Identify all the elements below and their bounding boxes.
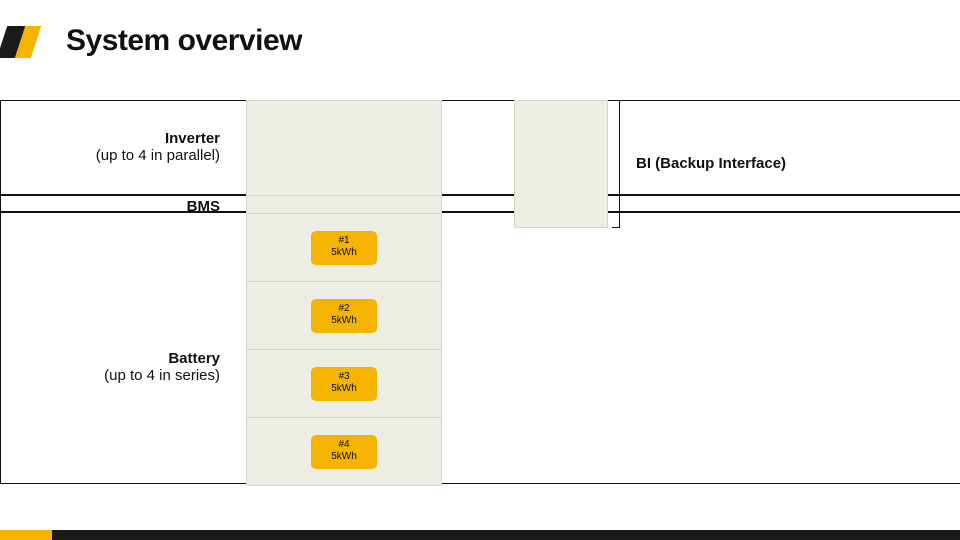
label-battery-title: Battery [60, 350, 220, 367]
title-accent [0, 28, 38, 56]
label-bms-title: BMS [60, 198, 220, 215]
battery-module-1: #1 5kWh [246, 214, 442, 282]
system-overview-diagram: Inverter (up to 4 in parallel) BMS Batte… [0, 100, 960, 520]
battery-tag-2-cap: 5kWh [331, 315, 357, 326]
battery-tag-4: #4 5kWh [311, 435, 377, 469]
label-bms: BMS [60, 198, 220, 215]
backup-interface-block [514, 100, 608, 228]
label-inverter-sub: (up to 4 in parallel) [60, 147, 220, 164]
label-bi: BI (Backup Interface) [636, 155, 786, 172]
battery-tag-1: #1 5kWh [311, 231, 377, 265]
battery-tag-1-cap: 5kWh [331, 247, 357, 258]
battery-tag-1-index: #1 [338, 235, 349, 246]
battery-module-4: #4 5kWh [246, 418, 442, 486]
battery-module-2: #2 5kWh [246, 282, 442, 350]
bms-block [246, 196, 442, 214]
main-stack: #1 5kWh #2 5kWh #3 5kWh #4 5kWh [246, 100, 442, 486]
label-battery-sub: (up to 4 in series) [60, 367, 220, 384]
footer-accent [0, 530, 52, 540]
battery-module-3: #3 5kWh [246, 350, 442, 418]
battery-tag-2-index: #2 [338, 303, 349, 314]
label-inverter: Inverter (up to 4 in parallel) [60, 130, 220, 164]
battery-tag-3-index: #3 [338, 371, 349, 382]
battery-tag-3: #3 5kWh [311, 367, 377, 401]
bracket-bi [612, 100, 620, 228]
page-title: System overview [66, 24, 302, 58]
label-inverter-title: Inverter [60, 130, 220, 147]
footer-bar [0, 530, 960, 540]
battery-tag-4-cap: 5kWh [331, 451, 357, 462]
label-battery: Battery (up to 4 in series) [60, 350, 220, 384]
inverter-block [246, 100, 442, 196]
battery-tag-2: #2 5kWh [311, 299, 377, 333]
battery-tag-4-index: #4 [338, 439, 349, 450]
battery-tag-3-cap: 5kWh [331, 383, 357, 394]
bracket-battery [0, 212, 960, 484]
